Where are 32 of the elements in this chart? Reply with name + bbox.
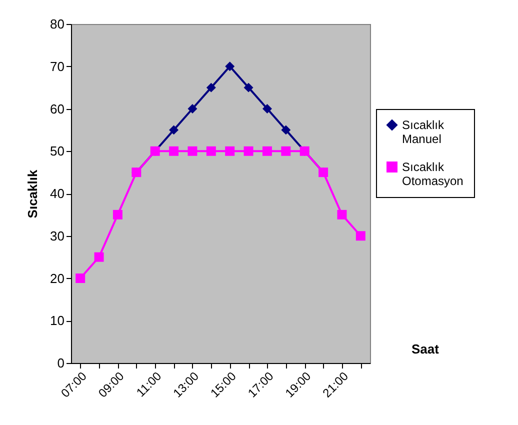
point bbox=[188, 104, 198, 114]
y-tick-label: 0 bbox=[57, 356, 64, 370]
y-tick-label: 50 bbox=[50, 144, 64, 159]
point bbox=[262, 146, 272, 156]
point bbox=[206, 82, 216, 92]
y-tick-label: 20 bbox=[50, 270, 64, 286]
y-tick-label: 40 bbox=[50, 186, 64, 201]
legend-label: Sıcaklık Manuel bbox=[402, 118, 446, 146]
y-tick-label: 60 bbox=[50, 101, 64, 116]
y-tick-label: 70 bbox=[50, 58, 64, 74]
point bbox=[337, 210, 347, 220]
point bbox=[262, 104, 272, 114]
point bbox=[112, 210, 122, 220]
point bbox=[188, 146, 198, 156]
point bbox=[94, 252, 104, 262]
point bbox=[244, 146, 254, 156]
legend-label: Sıcaklık Otomasyon bbox=[402, 160, 464, 188]
x-axis-title: Saat bbox=[412, 342, 440, 356]
y-tick-label: 80 bbox=[50, 16, 64, 32]
point bbox=[76, 274, 86, 283]
point bbox=[169, 125, 179, 135]
point bbox=[356, 231, 366, 241]
y-tick-label: 30 bbox=[50, 228, 64, 244]
y-tick-label: 10 bbox=[50, 313, 64, 328]
point bbox=[225, 62, 235, 72]
point bbox=[206, 146, 216, 156]
point bbox=[244, 82, 254, 92]
point bbox=[225, 146, 235, 156]
point bbox=[169, 146, 179, 156]
point bbox=[281, 125, 291, 135]
y-axis-title: Sıcaklık bbox=[25, 169, 40, 218]
point bbox=[281, 146, 291, 156]
